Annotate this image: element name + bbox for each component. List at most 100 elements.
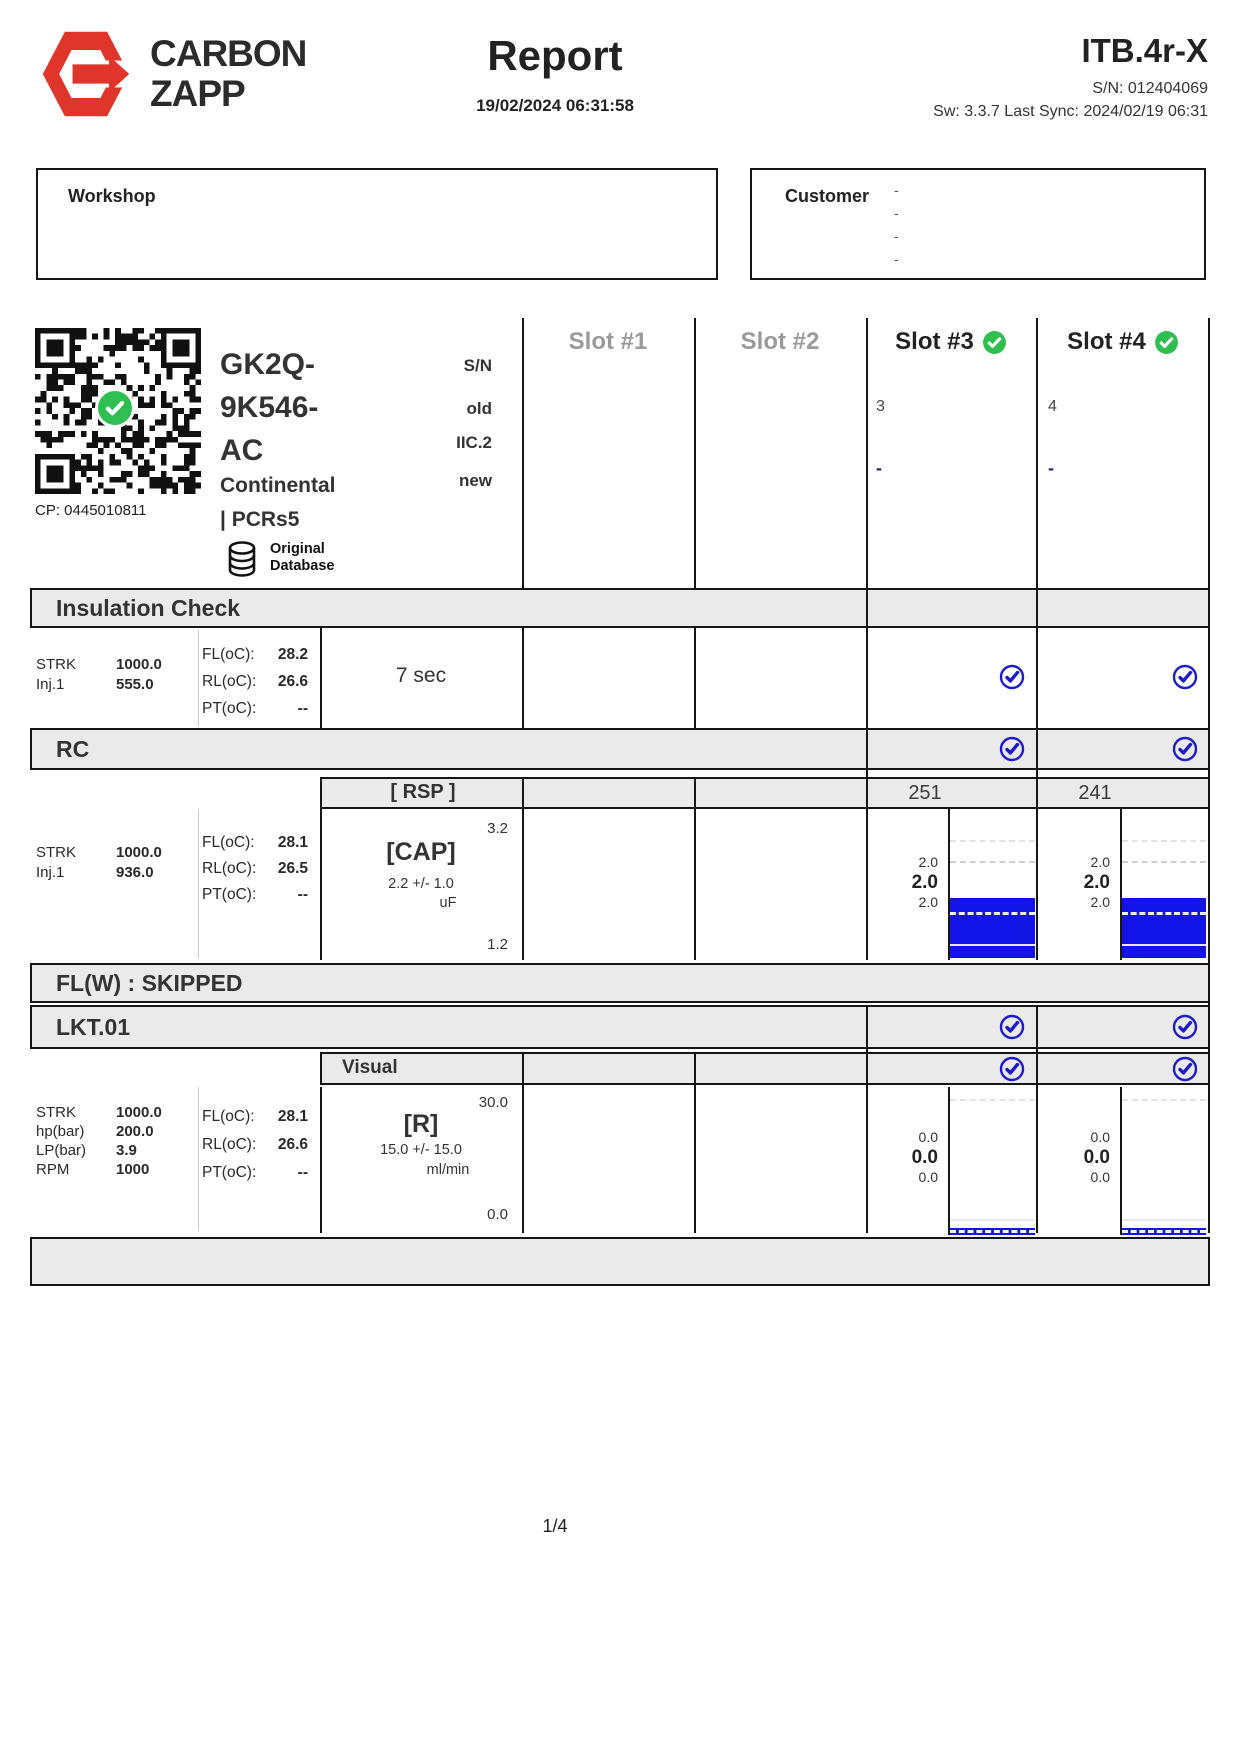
rsp-label: [ RSP ] [390, 781, 456, 803]
gridline [1122, 1099, 1206, 1101]
carbon-zapp-logo-icon [42, 31, 134, 117]
slot-4-label: Slot #4 [1067, 328, 1146, 355]
rc-slot3-bar [950, 898, 1035, 958]
table-line [1208, 318, 1210, 1233]
injector-brand: Continental [220, 474, 336, 497]
lkt-slot3-chart [950, 1087, 1035, 1235]
slot-1-label: Slot #1 [568, 328, 648, 355]
row-label-sn: S/N [463, 356, 492, 375]
table-footer-bar [30, 1237, 1210, 1286]
table-line [320, 1087, 322, 1233]
page-number: 1/4 [542, 1516, 568, 1536]
table-line [522, 1052, 524, 1233]
pass-check-icon [1172, 1056, 1198, 1082]
device-serial: S/N: 012404069 [1092, 80, 1208, 97]
qr-caption: CP: 0445010811 [35, 502, 147, 519]
table-line [1036, 1005, 1038, 1233]
param-row: hp(bar) 200.0 [36, 1123, 154, 1140]
insulation-title: Insulation Check [56, 594, 241, 621]
table-line [198, 809, 199, 958]
slot-3-header: Slot #3 [866, 322, 1036, 362]
param-row: Inj.1 555.0 [36, 676, 154, 693]
table-line [694, 628, 696, 728]
table-line [522, 628, 524, 728]
table-line [522, 318, 524, 588]
slot-3-new-value: - [876, 458, 882, 478]
pass-check-icon [1172, 664, 1198, 690]
temp-row: PT(oC): -- [202, 1164, 308, 1181]
lkt-scale-min: 0.0 [487, 1206, 508, 1223]
rc-slot4-bar [1122, 898, 1206, 958]
part-number-line: AC [220, 434, 264, 467]
lkt-meas-name: [R] [403, 1110, 439, 1138]
brand-line-2: ZAPP [150, 73, 246, 114]
rc-unit: uF [439, 895, 457, 911]
row-label-old: old [466, 399, 493, 418]
qr-code [35, 328, 201, 494]
database-icon [228, 541, 256, 577]
table-line [320, 628, 322, 728]
param-row: STRK 1000.0 [36, 656, 162, 673]
table-line [694, 777, 696, 960]
customer-dash: - [894, 182, 899, 198]
pass-check-icon [999, 1056, 1025, 1082]
temp-row: PT(oC): -- [202, 700, 308, 717]
rsp-value-slot3: 251 [908, 782, 942, 804]
slot-3-sn: 3 [876, 398, 885, 415]
rc-slot3-chart [950, 809, 1035, 958]
table-line [198, 630, 199, 726]
table-line [694, 318, 696, 588]
temp-row: RL(oC): 26.6 [202, 1136, 308, 1153]
device-name: ITB.4r-X [1081, 32, 1208, 69]
pass-check-icon [999, 1014, 1025, 1040]
table-line [948, 1087, 950, 1235]
slot-4-header: Slot #4 [1036, 322, 1210, 362]
lkt-nominal: 15.0 +/- 15.0 [380, 1142, 462, 1158]
slot-4-new-value: - [1048, 458, 1054, 478]
device-sync: Sw: 3.3.7 Last Sync: 2024/02/19 06:31 [933, 103, 1208, 120]
temp-row: FL(oC): 28.1 [202, 1108, 308, 1125]
brand-line-1: CARBON [150, 33, 307, 74]
slot-1-header: Slot #1 [522, 322, 694, 362]
gridline [950, 1099, 1035, 1101]
slot-2-label: Slot #2 [740, 328, 820, 355]
gridline [950, 1219, 1035, 1221]
table-line [1036, 318, 1038, 960]
rc-title: RC [56, 735, 90, 762]
part-number-line: GK2Q- [220, 348, 316, 381]
param-row: RPM 1000 [36, 1161, 150, 1178]
param-row: STRK 1000.0 [36, 844, 162, 861]
lkt-slot4-values: 0.0 0.0 0.0 [1083, 1129, 1110, 1185]
report-datetime: 19/02/2024 06:31:58 [476, 96, 634, 115]
part-number-line: 9K546- [220, 391, 319, 424]
database-label: Original Database [270, 541, 335, 574]
flw-section-bar: FL(W) : SKIPPED [30, 963, 1210, 1003]
rc-meas-name: [CAP] [386, 838, 456, 866]
pass-check-icon [1172, 1014, 1198, 1040]
row-label-new: new [458, 471, 492, 490]
table-line [1120, 1087, 1122, 1235]
rsp-row: [ RSP ] 251 241 [320, 777, 1210, 809]
lkt-section-bar: LKT.01 [30, 1005, 1210, 1049]
table-line [320, 809, 322, 960]
brand-text: CARBON ZAPP [150, 33, 307, 114]
pass-check-icon [999, 736, 1025, 762]
slot-3-pass-icon [982, 330, 1006, 354]
rc-slot4-chart [1122, 809, 1206, 958]
bar-dash-line [1122, 911, 1206, 915]
rsp-value-slot4: 241 [1078, 782, 1112, 804]
lkt-scale-max: 30.0 [478, 1094, 508, 1111]
bar-dash-line [950, 911, 1035, 915]
workshop-box: Workshop [36, 168, 718, 280]
bar-solid-line [1122, 944, 1206, 947]
visual-label: Visual [342, 1057, 398, 1078]
rc-nominal: 2.2 +/- 1.0 [388, 876, 454, 892]
slot-4-sn: 4 [1048, 398, 1057, 415]
workshop-label: Workshop [68, 186, 156, 206]
gridline [950, 840, 1035, 842]
temp-row: FL(oC): 28.2 [202, 646, 308, 663]
customer-dash: - [894, 228, 899, 244]
customer-dash: - [894, 205, 899, 221]
rc-scale-min: 1.2 [487, 936, 508, 953]
